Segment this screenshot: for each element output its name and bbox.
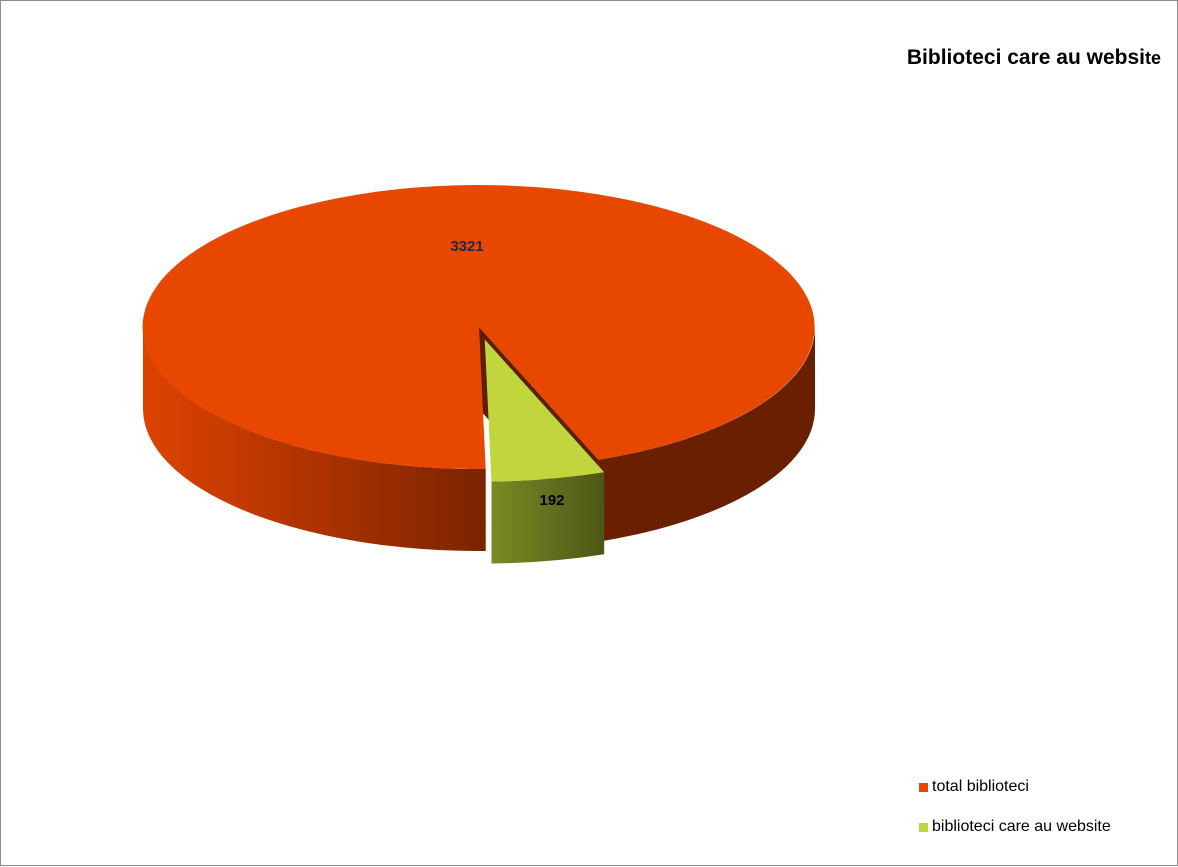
- legend: total biblioteci biblioteci care au webs…: [919, 777, 1111, 857]
- legend-swatch-total-biblioteci: [919, 782, 928, 792]
- pie-slice-total-biblioteci: [142, 185, 815, 470]
- legend-swatch-biblioteci-website: [919, 822, 928, 832]
- chart-title: Biblioteci care au website: [907, 46, 1161, 70]
- legend-item-biblioteci-website: biblioteci care au website: [919, 817, 1111, 837]
- legend-item-total-biblioteci: total biblioteci: [919, 777, 1111, 797]
- pie-slice-total-side: [143, 327, 486, 551]
- pie-slice-total-side-right: [598, 327, 815, 542]
- chart-title-tail: te: [1144, 48, 1161, 68]
- data-label-total-biblioteci: 3321: [450, 238, 483, 255]
- chart-title-main: Biblioteci care au websi: [906, 46, 1145, 69]
- data-label-biblioteci-website: 192: [539, 492, 564, 509]
- pie-slice-biblioteci-website: [484, 339, 605, 482]
- pie-slice-website-side: [491, 472, 605, 564]
- legend-label-total-biblioteci: total biblioteci: [932, 778, 1029, 795]
- legend-label-biblioteci-website: biblioteci care au website: [932, 818, 1111, 835]
